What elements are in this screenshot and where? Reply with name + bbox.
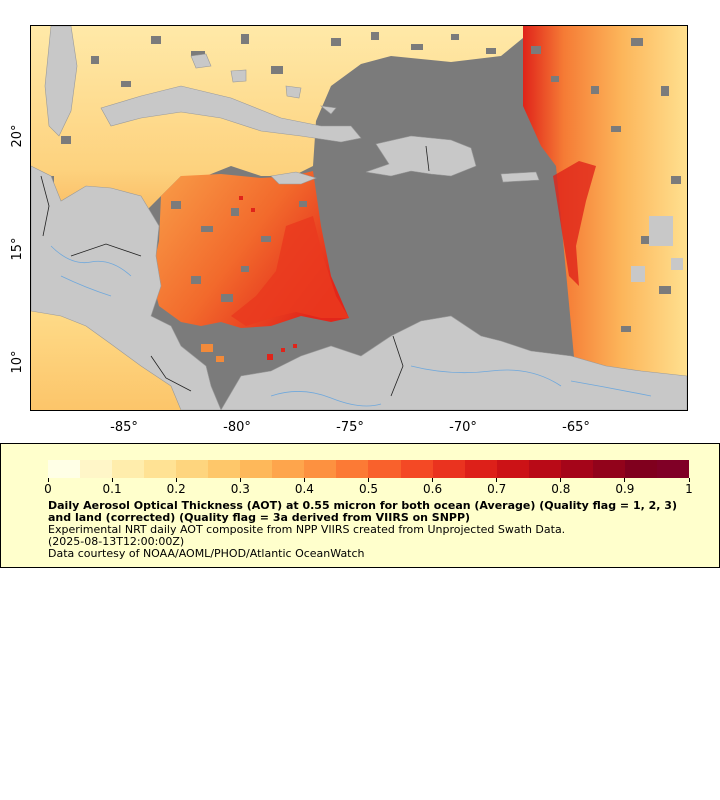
land-puerto-rico (500, 171, 540, 183)
map-canvas (31, 26, 687, 410)
colorbar-swatch (560, 460, 593, 478)
colorbar-swatch (432, 460, 465, 478)
x-tick-label: -65° (562, 420, 590, 435)
colorbar-swatch (240, 460, 273, 478)
colorbar-swatch (528, 460, 561, 478)
aot-map[interactable] (30, 25, 688, 411)
land (31, 26, 687, 410)
land-south-america (220, 315, 687, 410)
colorbar-tick-label: 0 (44, 482, 52, 496)
land-cuba (100, 85, 362, 143)
colorbar-tick-label: 0.8 (551, 482, 571, 496)
legend-text: Daily Aerosol Optical Thickness (AOT) at… (48, 500, 678, 560)
rivers (50, 245, 652, 407)
y-tick-label: 15° (10, 237, 26, 261)
borders (40, 145, 430, 397)
colorbar-tick-label: 0.6 (423, 482, 443, 496)
y-tick-label: 10° (10, 350, 26, 374)
land-central-america (31, 165, 222, 410)
y-tick-label: 20° (10, 124, 26, 148)
aot-plume-core (231, 216, 349, 326)
colorbar-swatch (624, 460, 657, 478)
colorbar-tick-label: 0.9 (615, 482, 635, 496)
land-hispaniola (365, 135, 477, 177)
colorbar-tick (688, 478, 690, 482)
colorbar-swatch (464, 460, 497, 478)
land-bahamas (190, 53, 337, 115)
land-jamaica (270, 171, 317, 185)
colorbar-tick-label: 1 (685, 482, 693, 496)
colorbar-tick-label: 0.4 (294, 482, 314, 496)
colorbar-swatch (48, 460, 81, 478)
colorbar-tick (496, 478, 498, 482)
colorbar-tick (560, 478, 562, 482)
colorbar-tick-label: 0.7 (487, 482, 507, 496)
colorbar-swatch (496, 460, 529, 478)
colorbar-tick (47, 478, 49, 482)
colorbar-tick (175, 478, 177, 482)
cloud-gaps-east (631, 216, 683, 282)
colorbar-swatch (592, 460, 625, 478)
colorbar-swatch (400, 460, 433, 478)
colorbar-tick (368, 478, 369, 482)
colorbar-swatch (208, 460, 241, 478)
legend-description: Experimental NRT daily AOT composite fro… (48, 523, 566, 536)
colorbar-tick-label: 0.5 (358, 482, 379, 496)
colorbar-swatch (144, 460, 177, 478)
legend-panel: 0 0.1 0.2 0.3 0.4 0.5 0.6 0.7 0.8 0.9 1 Daily Aero… (0, 443, 720, 568)
no-data-speckle-caribbean (171, 201, 307, 302)
x-tick-label: -70° (449, 420, 477, 435)
x-tick-label: -75° (336, 420, 364, 435)
colorbar-tick-label: 0.2 (166, 482, 186, 496)
colorbar-swatch (336, 460, 369, 478)
x-tick-label: -85° (110, 420, 138, 435)
colorbar-swatch (368, 460, 401, 478)
legend-credit: Data courtesy of NOAA/AOML/PHOD/Atlantic… (48, 547, 365, 560)
colorbar-swatch (656, 460, 689, 478)
colorbar-swatch (112, 460, 145, 478)
colorbar-swatch (304, 460, 337, 478)
colorbar-tick (239, 478, 241, 482)
colorbar-swatch (272, 460, 305, 478)
colorbar-swatch (176, 460, 209, 478)
colorbar-swatch (80, 460, 113, 478)
colorbar (48, 460, 689, 478)
colorbar-tick (303, 478, 305, 482)
land-florida (44, 26, 78, 137)
colorbar-tick (624, 478, 626, 482)
legend-title: Daily Aerosol Optical Thickness (AOT) at… (48, 499, 677, 524)
no-data-speckle-east (531, 38, 681, 332)
colorbar-tick-label: 0.1 (102, 482, 122, 496)
colorbar-tick (432, 478, 434, 482)
aot-field-east (523, 26, 687, 410)
colorbar-tick (111, 478, 113, 482)
colorbar-tick-label: 0.3 (230, 482, 250, 496)
aot-east-core (553, 161, 596, 286)
x-tick-label: -80° (223, 420, 251, 435)
legend-timestamp: (2025-08-13T12:00:00Z) (48, 535, 185, 548)
